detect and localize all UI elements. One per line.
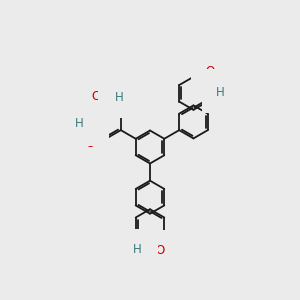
Text: H: H [75, 116, 84, 130]
Text: O: O [112, 90, 122, 103]
Text: O: O [206, 65, 215, 78]
Text: O: O [135, 244, 144, 257]
Text: H: H [115, 91, 124, 104]
Text: O: O [85, 137, 94, 150]
Text: O: O [92, 90, 101, 103]
Text: H: H [133, 243, 142, 256]
Text: O: O [75, 119, 84, 132]
Text: H: H [216, 86, 225, 99]
Text: O: O [216, 83, 225, 96]
Text: O: O [156, 244, 165, 257]
